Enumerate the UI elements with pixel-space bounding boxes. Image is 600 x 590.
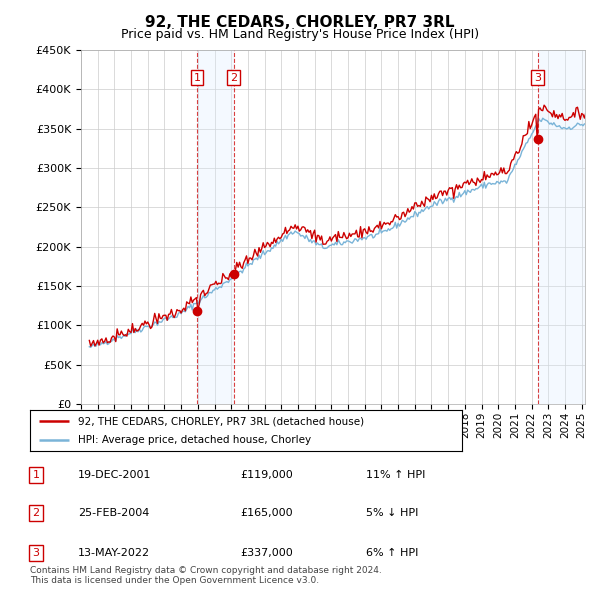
Text: 5% ↓ HPI: 5% ↓ HPI — [366, 509, 418, 518]
Text: This data is licensed under the Open Government Licence v3.0.: This data is licensed under the Open Gov… — [30, 576, 319, 585]
Text: £337,000: £337,000 — [240, 548, 293, 558]
Text: Price paid vs. HM Land Registry's House Price Index (HPI): Price paid vs. HM Land Registry's House … — [121, 28, 479, 41]
Text: 2: 2 — [230, 73, 237, 83]
Text: £165,000: £165,000 — [240, 509, 293, 518]
Text: HPI: Average price, detached house, Chorley: HPI: Average price, detached house, Chor… — [77, 435, 311, 445]
Text: 1: 1 — [194, 73, 200, 83]
Text: 25-FEB-2004: 25-FEB-2004 — [78, 509, 149, 518]
Text: 92, THE CEDARS, CHORLEY, PR7 3RL: 92, THE CEDARS, CHORLEY, PR7 3RL — [145, 15, 455, 30]
Text: 6% ↑ HPI: 6% ↑ HPI — [366, 548, 418, 558]
Text: 1: 1 — [32, 470, 40, 480]
Bar — [538, 50, 585, 404]
Text: 3: 3 — [32, 548, 40, 558]
Text: 19-DEC-2001: 19-DEC-2001 — [78, 470, 151, 480]
Text: 11% ↑ HPI: 11% ↑ HPI — [366, 470, 425, 480]
Text: 92, THE CEDARS, CHORLEY, PR7 3RL (detached house): 92, THE CEDARS, CHORLEY, PR7 3RL (detach… — [77, 416, 364, 426]
Text: £119,000: £119,000 — [240, 470, 293, 480]
Text: Contains HM Land Registry data © Crown copyright and database right 2024.: Contains HM Land Registry data © Crown c… — [30, 566, 382, 575]
Text: 2: 2 — [32, 509, 40, 518]
Text: 13-MAY-2022: 13-MAY-2022 — [78, 548, 150, 558]
Text: 3: 3 — [534, 73, 541, 83]
Bar — [197, 50, 234, 404]
